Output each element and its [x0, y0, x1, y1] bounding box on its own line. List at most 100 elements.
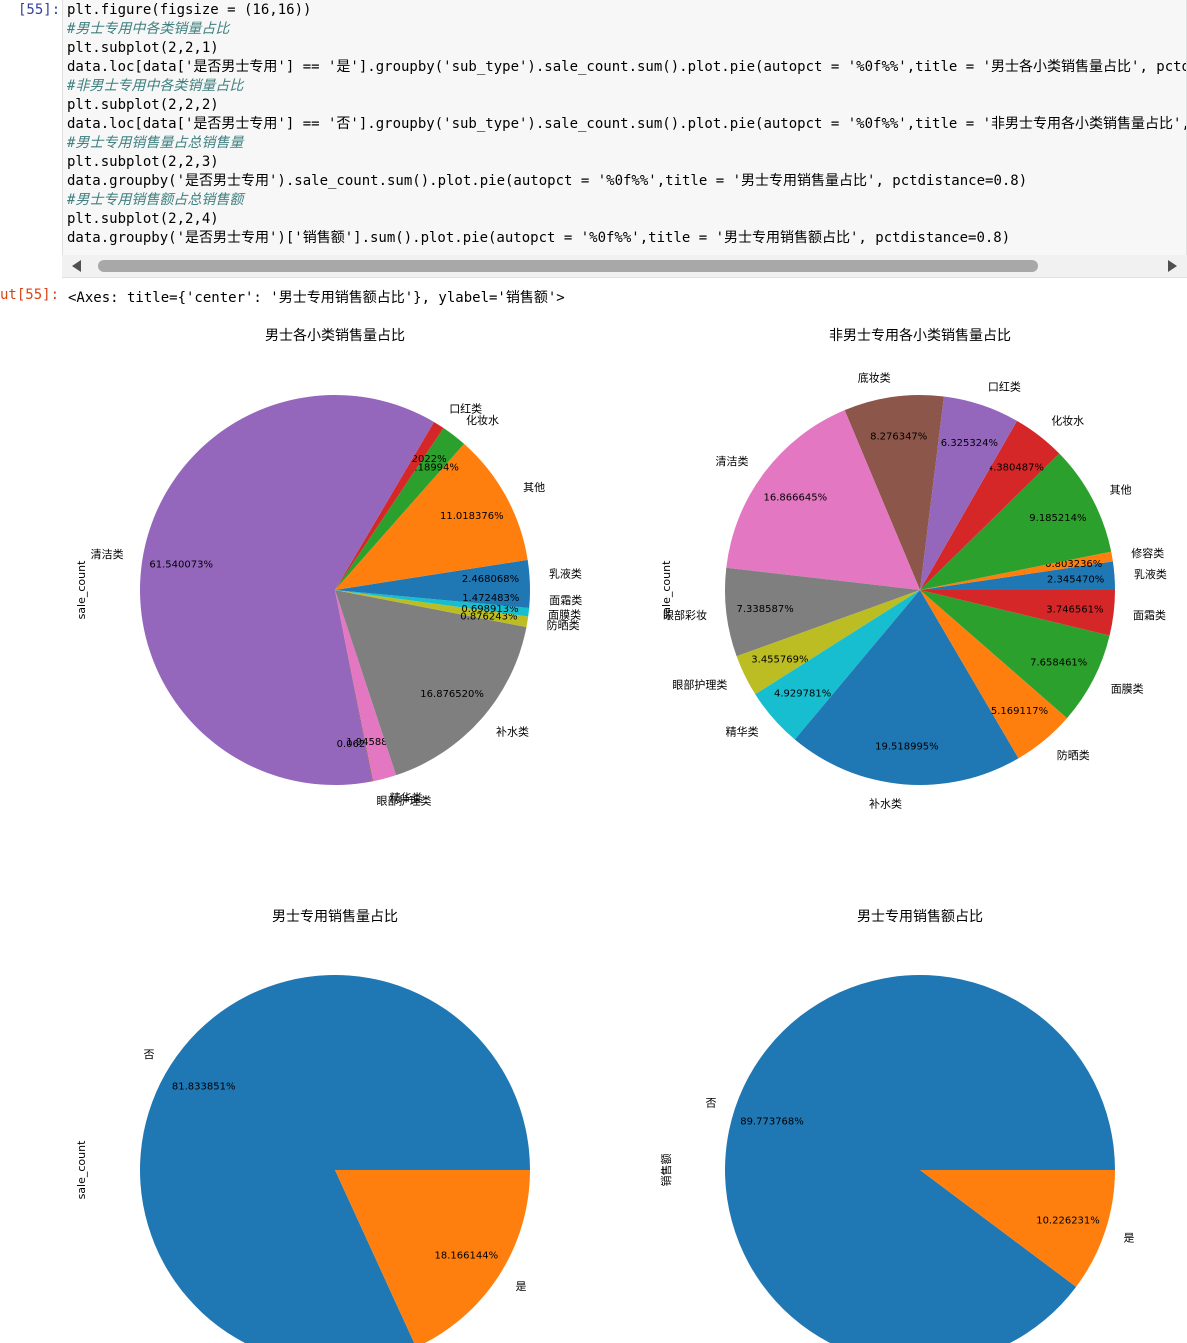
slice-percent-label: 10.226231%: [1036, 1215, 1100, 1226]
slice-percent-label: 3.746561%: [1046, 604, 1103, 615]
slice-percent-label: 1.945888%: [346, 737, 403, 748]
pie-slice-8: [335, 590, 527, 776]
slice-label: 补水类: [869, 797, 902, 811]
chart-title: 男士专用销售额占比: [857, 909, 983, 925]
y-axis-label: 销售额: [659, 1154, 673, 1187]
pie-slice-6: [335, 590, 374, 782]
slice-percent-label: 16.866645%: [764, 492, 828, 503]
chart-title: 男士各小类销售量占比: [265, 328, 405, 344]
slice-label: 口红类: [988, 380, 1021, 394]
pie-slice-11: [335, 590, 530, 609]
pie-slice-2: [920, 1170, 1115, 1287]
pie-slice-12: [920, 590, 1068, 759]
pie-slice-3: [920, 453, 1112, 590]
pie-slice-8: [725, 567, 920, 657]
slice-label: 补水类: [496, 725, 529, 739]
slice-label: 面霜类: [1133, 608, 1166, 622]
output-prompt: ut[55]:: [0, 287, 60, 303]
slice-percent-label: 1.472483%: [462, 593, 519, 604]
pie-slice-1: [335, 559, 530, 590]
pie-slice-1: [725, 975, 1115, 1343]
input-prompt: [55]:: [18, 2, 61, 18]
slice-percent-label: 2.468068%: [462, 574, 519, 585]
slice-label: 眼部彩妆: [663, 608, 707, 622]
slice-label: 口红类: [449, 401, 482, 415]
slice-percent-label: 19.518995%: [875, 742, 939, 753]
slice-label: 防晒类: [1057, 748, 1090, 762]
pie-slice-3: [335, 428, 465, 590]
slice-percent-label: 61.540073%: [149, 560, 213, 571]
slice-label: 底妆类: [858, 371, 891, 385]
slice-label: 化妆水: [466, 413, 499, 427]
scroll-left-arrow-icon[interactable]: [72, 260, 81, 272]
slice-percent-label: 18.166144%: [435, 1250, 499, 1261]
pie-slice-7: [726, 410, 920, 590]
slice-label: 面膜类: [1111, 681, 1144, 695]
slice-percent-label: 0.803236%: [1045, 559, 1102, 570]
scroll-thumb[interactable]: [98, 260, 1038, 272]
horizontal-scrollbar[interactable]: [62, 255, 1187, 277]
slice-percent-label: 0.698913%: [461, 604, 518, 615]
pie-slice-2: [920, 551, 1113, 590]
pie-slice-9: [736, 590, 920, 695]
slice-label: 是: [1124, 1232, 1135, 1245]
slice-label: 否: [706, 1096, 717, 1109]
code-line: plt.subplot(2,2,2): [67, 97, 219, 113]
slice-label: 眼部护理类: [377, 793, 432, 807]
pie-slice-2: [335, 1170, 530, 1343]
code-editor[interactable]: plt.figure(figsize = (16,16)) #男士专用中各类销量占…: [62, 0, 1187, 278]
input-cell[interactable]: [55]: plt.figure(figsize = (16,16)) #男士专用…: [0, 0, 1187, 280]
pie-slice-10: [755, 590, 920, 740]
scroll-right-arrow-icon[interactable]: [1168, 260, 1177, 272]
chart-title: 非男士专用各小类销售量占比: [829, 328, 1011, 344]
slice-percent-label: 7.658461%: [1030, 658, 1087, 669]
slice-label: 否: [144, 1048, 155, 1061]
slice-percent-label: 0.876243%: [460, 612, 517, 623]
slice-percent-label: 0.062476%: [337, 739, 394, 750]
slice-label: 精华类: [726, 724, 759, 738]
slice-percent-label: 8.276347%: [870, 432, 927, 443]
slice-percent-label: 0.922022%: [389, 454, 446, 465]
pie-slice-11: [794, 590, 1019, 786]
slice-label: 眼部护理类: [672, 677, 727, 691]
y-axis-label: sale_count: [75, 560, 88, 620]
slice-label: 精华类: [390, 790, 423, 804]
slice-label: 乳液类: [549, 566, 582, 580]
code-line: plt.subplot(2,2,1): [67, 40, 219, 56]
slice-label: 化妆水: [1051, 413, 1084, 427]
code-line: plt.figure(figsize = (16,16)): [67, 2, 312, 18]
slice-label: 其他: [523, 481, 545, 494]
pie-slice-14: [920, 590, 1115, 636]
slice-label: 乳液类: [1134, 567, 1167, 581]
slice-label: 其他: [1110, 484, 1132, 497]
slice-percent-label: 2.345470%: [1047, 575, 1104, 586]
slice-percent-label: 3.455769%: [751, 655, 808, 666]
code-line: plt.subplot(2,2,3): [67, 154, 219, 170]
slice-label: 面膜类: [548, 608, 581, 622]
pie-slice-7: [335, 590, 397, 782]
pie-slice-1: [920, 561, 1115, 590]
code-comment-line: #非男士专用中各类销量占比: [67, 78, 244, 94]
pie-slice-5: [140, 395, 434, 786]
pie-slice-5: [920, 396, 1017, 590]
pie-slice-2: [335, 443, 528, 590]
code-line: data.loc[data['是否男士专用'] == '是'].groupby(…: [67, 59, 1187, 75]
pie-slice-6: [844, 395, 944, 590]
slice-label: 防晒类: [547, 618, 580, 632]
pie-chart-1: 男士各小类销售量占比 sale_count 乳液类 2.468068% 其他 11.018…: [75, 328, 582, 807]
pie-chart-2: 非男士专用各小类销售量占比 sale_count 乳液类 2.345470% 修容类 0.…: [660, 328, 1167, 811]
pie-slice-10: [335, 590, 530, 617]
code-comment-line: #男士专用销售量占总销售量: [67, 135, 244, 151]
slice-percent-label: 5.169117%: [991, 706, 1048, 717]
slice-label: 是: [516, 1280, 527, 1293]
slice-label: 清洁类: [91, 547, 124, 561]
pie-slice-9: [335, 590, 529, 628]
pie-chart-figure: 男士各小类销售量占比 sale_count 乳液类 2.468068% 其他 11.018…: [75, 328, 1167, 1343]
slice-label: 清洁类: [716, 454, 749, 468]
pie-slice-13: [920, 590, 1110, 719]
slice-label: 面霜类: [549, 593, 582, 607]
code-line: plt.subplot(2,2,4): [67, 211, 219, 227]
y-axis-label: sale_count: [75, 1140, 88, 1200]
slice-percent-label: 6.325324%: [941, 438, 998, 449]
pie-slice-4: [335, 421, 444, 590]
